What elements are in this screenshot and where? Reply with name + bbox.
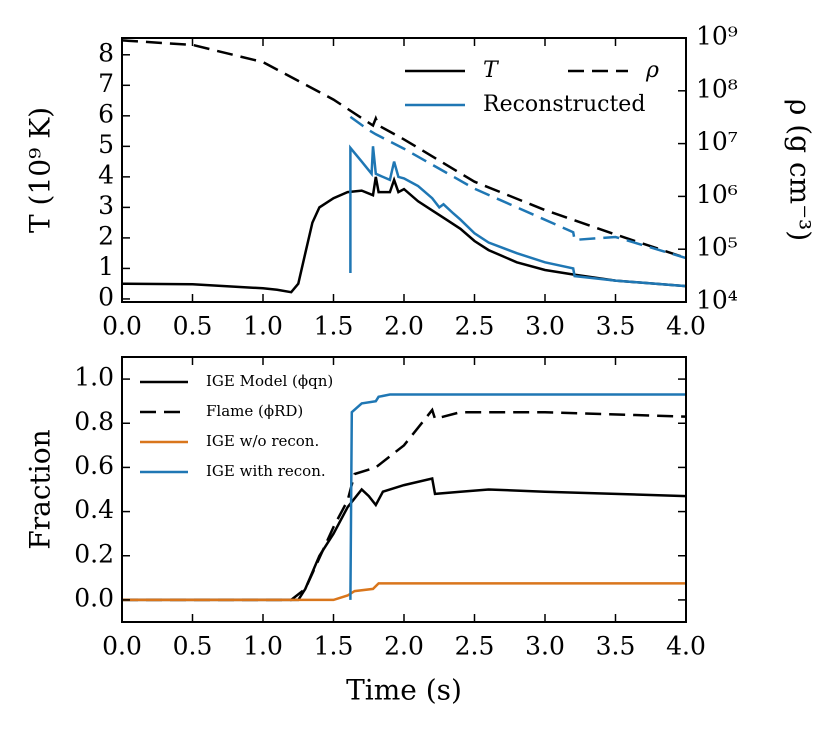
series-line <box>122 407 686 602</box>
y-tick-label: 6 <box>98 99 114 128</box>
x-tick-label: 4.0 <box>666 312 706 341</box>
y-tick-label: 0 <box>98 282 114 311</box>
x-axis-label: Time (s) <box>346 674 462 707</box>
y-tick-label: 0.4 <box>74 495 114 524</box>
y-tick-label: 8 <box>98 38 114 67</box>
x-tick-label: 3.0 <box>525 632 565 661</box>
y2-tick-label: 10⁴ <box>696 286 738 315</box>
x-tick-label: 1.0 <box>243 632 283 661</box>
y2-tick-label: 10⁶ <box>696 180 738 209</box>
y2-tick-label: 10⁵ <box>696 233 738 262</box>
x-tick-label: 0.5 <box>173 632 213 661</box>
y-axis-label: Fraction <box>24 429 57 549</box>
x-tick-label: 0.0 <box>102 632 142 661</box>
series-line <box>349 144 686 288</box>
x-tick-label: 1.5 <box>314 632 354 661</box>
x-tick-label: 2.0 <box>384 312 424 341</box>
legend-label: Flame (ϕRD) <box>206 402 303 420</box>
y2-tick-label: 10⁹ <box>696 22 738 51</box>
axes-frame <box>121 37 687 303</box>
legend-label: ρ <box>645 58 659 83</box>
series-line <box>349 115 686 260</box>
x-tick-label: 4.0 <box>666 632 706 661</box>
y-tick-label: 1 <box>98 252 114 281</box>
legend-label: T <box>483 58 500 83</box>
x-tick-label: 3.5 <box>596 632 636 661</box>
y-tick-label: 0.2 <box>74 539 114 568</box>
x-tick-label: 3.0 <box>525 312 565 341</box>
x-tick-label: 0.0 <box>102 312 142 341</box>
x-tick-label: 0.5 <box>173 312 213 341</box>
y-tick-label: 7 <box>98 69 114 98</box>
series-line <box>122 476 686 602</box>
y-tick-label: 3 <box>98 191 114 220</box>
x-tick-label: 1.5 <box>314 312 354 341</box>
y-tick-label: 5 <box>98 130 114 159</box>
series-line <box>122 582 686 602</box>
legend-label: Reconstructed <box>483 92 645 117</box>
y2-tick-label: 10⁸ <box>696 74 738 103</box>
y-tick-label: 2 <box>98 221 114 250</box>
x-tick-label: 3.5 <box>596 312 636 341</box>
series-line <box>122 176 686 294</box>
y2-axis-label: ρ (g cm⁻³) <box>784 99 817 241</box>
series-line <box>349 393 686 600</box>
legend-label: IGE with recon. <box>206 462 326 480</box>
series-line <box>122 39 686 260</box>
legend-label: IGE Model (ϕqn) <box>206 372 333 390</box>
y-tick-label: 0.6 <box>74 451 114 480</box>
y-tick-label: 0.0 <box>74 583 114 612</box>
x-tick-label: 2.5 <box>455 312 495 341</box>
legend-label: IGE w/o recon. <box>206 432 319 450</box>
y-tick-label: 0.8 <box>74 407 114 436</box>
x-tick-label: 1.0 <box>243 312 283 341</box>
x-tick-label: 2.5 <box>455 632 495 661</box>
y-tick-label: 1.0 <box>74 363 114 392</box>
y-axis-label: T (10⁹ K) <box>24 107 57 233</box>
y-tick-label: 4 <box>98 160 114 189</box>
x-tick-label: 2.0 <box>384 632 424 661</box>
y2-tick-label: 10⁷ <box>696 127 738 156</box>
